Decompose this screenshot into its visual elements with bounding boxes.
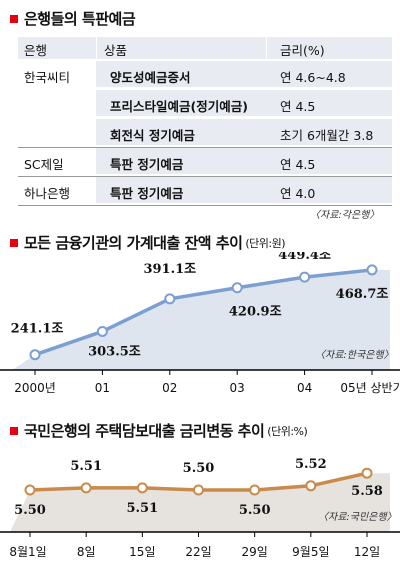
table-divider (18, 176, 392, 177)
table-row-shade (96, 177, 392, 203)
chart2-unit: (단위:%) (267, 424, 308, 438)
red-square-bullet-icon (10, 14, 18, 23)
x-tick-label: 05년 상반기 (340, 381, 400, 395)
table-divider (18, 147, 392, 148)
data-point (164, 293, 176, 305)
table-row-shade (96, 90, 392, 116)
x-tick-label: 2000년 (14, 381, 56, 395)
table-header-background (18, 37, 392, 59)
data-label: 5.50 (239, 503, 271, 518)
data-label: 5.51 (70, 459, 102, 474)
data-label: 391.1조 (143, 262, 196, 277)
data-point (305, 480, 317, 492)
data-point (231, 282, 243, 294)
x-tick-label: 02 (162, 381, 177, 395)
chart1-title: 모든 금융기관의 가계대출 잔액 추이 (단위:원) (10, 232, 286, 253)
data-point (136, 482, 148, 494)
data-point (80, 482, 92, 494)
table-row-shade (96, 119, 392, 145)
table-cell-rate: 연 4.6~4.8 (280, 70, 346, 85)
table-cell-bank: SC제일 (24, 157, 64, 172)
table-cell-rate: 연 4.0 (280, 186, 316, 201)
table-cell-bank: 한국씨티 (24, 70, 71, 85)
red-square-bullet-icon (10, 238, 18, 247)
data-label: 241.1조 (11, 322, 64, 337)
x-tick-label: 8일 (77, 545, 96, 559)
table-section-title: 은행들의 특판예금 (10, 8, 136, 29)
data-point (29, 349, 41, 361)
data-label: 420.9조 (229, 305, 282, 320)
table-row-shade (96, 61, 392, 87)
chart1-unit: (단위:원) (245, 236, 286, 250)
household-loan-chart: 241.1조 303.5조 391.1조 420.9조 449.4조 468.7조 2000… (0, 252, 400, 395)
table-cell-product: 특판 정기예금 (110, 186, 184, 201)
x-tick-label: 12일 (354, 545, 380, 559)
table-cell-product: 특판 정기예금 (110, 157, 184, 172)
header-rate: 금리(%) (280, 43, 325, 58)
x-tick-label: 01 (95, 381, 110, 395)
red-square-bullet-icon (10, 426, 18, 435)
data-point (299, 271, 311, 283)
chart-source: 〈자료:한국은행〉 (315, 349, 394, 361)
x-tick-label: 8월1일 (9, 545, 46, 559)
x-tick-label: 29일 (242, 545, 268, 559)
table-cell-rate: 연 4.5 (280, 157, 316, 172)
series-line (34, 268, 373, 357)
chart-source: 〈자료:국민은행〉 (318, 511, 397, 523)
table-divider (18, 205, 392, 206)
data-point (249, 484, 261, 496)
table-cell-rate: 연 4.5 (280, 99, 316, 114)
data-point (24, 484, 36, 496)
chart-area-fill (12, 269, 390, 370)
header-divider (96, 37, 97, 59)
table-cell-rate: 초기 6개월간 3.8 (280, 128, 374, 143)
table-row-shade (96, 148, 392, 174)
mortgage-rate-chart: 5.50 5.51 5.51 5.50 5.50 5.52 5.58 8월1일 8일 15일 22일… (0, 457, 400, 559)
x-tick-label: 9월5일 (292, 545, 329, 559)
data-label: 5.52 (295, 457, 327, 472)
data-point (361, 467, 373, 479)
chart2-title: 국민은행의 주택담보대출 금리변동 추이 (단위:%) (10, 420, 308, 441)
data-point (366, 264, 378, 276)
data-label: 468.7조 (336, 287, 389, 302)
data-point (193, 484, 204, 496)
header-bank: 은행 (24, 43, 48, 58)
data-label: 5.50 (14, 503, 46, 518)
data-label: 5.50 (183, 461, 215, 476)
x-tick-label: 03 (230, 381, 245, 395)
x-tick-label: 22일 (185, 545, 211, 559)
header-product: 상품 (104, 43, 128, 58)
x-tick-label: 15일 (129, 545, 155, 559)
header-divider (266, 37, 267, 59)
data-label: 5.58 (351, 484, 383, 499)
table-source: 〈자료:각은행〉 (310, 210, 380, 221)
table-cell-bank: 하나은행 (24, 186, 71, 201)
table-cell-product: 양도성예금증서 (110, 70, 191, 85)
data-label: 303.5조 (88, 344, 141, 359)
x-tick-label: 04 (297, 381, 312, 395)
table-cell-product: 회전식 정기예금 (110, 128, 195, 143)
data-label: 5.51 (126, 501, 158, 516)
table-cell-product: 프리스타일예금(정기예금) (110, 99, 248, 114)
data-point (96, 325, 108, 337)
data-label: 449.4조 (278, 252, 331, 263)
